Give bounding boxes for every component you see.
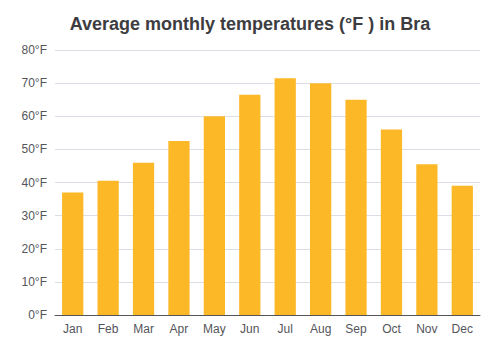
svg-text:Feb: Feb <box>98 322 119 336</box>
svg-text:80°F: 80°F <box>22 43 47 57</box>
svg-text:Jun: Jun <box>240 322 259 336</box>
svg-text:70°F: 70°F <box>22 76 47 90</box>
svg-text:Sep: Sep <box>345 322 367 336</box>
svg-text:50°F: 50°F <box>22 142 47 156</box>
svg-text:Jan: Jan <box>63 322 82 336</box>
svg-text:Nov: Nov <box>416 322 437 336</box>
svg-text:May: May <box>203 322 226 336</box>
svg-text:10°F: 10°F <box>22 275 47 289</box>
svg-text:Aug: Aug <box>310 322 331 336</box>
svg-text:Apr: Apr <box>170 322 189 336</box>
svg-text:0°F: 0°F <box>28 308 47 322</box>
svg-text:30°F: 30°F <box>22 209 47 223</box>
svg-text:Jul: Jul <box>278 322 293 336</box>
svg-text:Average monthly temperatures (: Average monthly temperatures (°F ) in Br… <box>70 14 432 34</box>
svg-text:40°F: 40°F <box>22 176 47 190</box>
svg-text:20°F: 20°F <box>22 242 47 256</box>
svg-text:Mar: Mar <box>133 322 154 336</box>
svg-text:60°F: 60°F <box>22 109 47 123</box>
svg-text:Dec: Dec <box>452 322 473 336</box>
svg-text:Oct: Oct <box>382 322 401 336</box>
